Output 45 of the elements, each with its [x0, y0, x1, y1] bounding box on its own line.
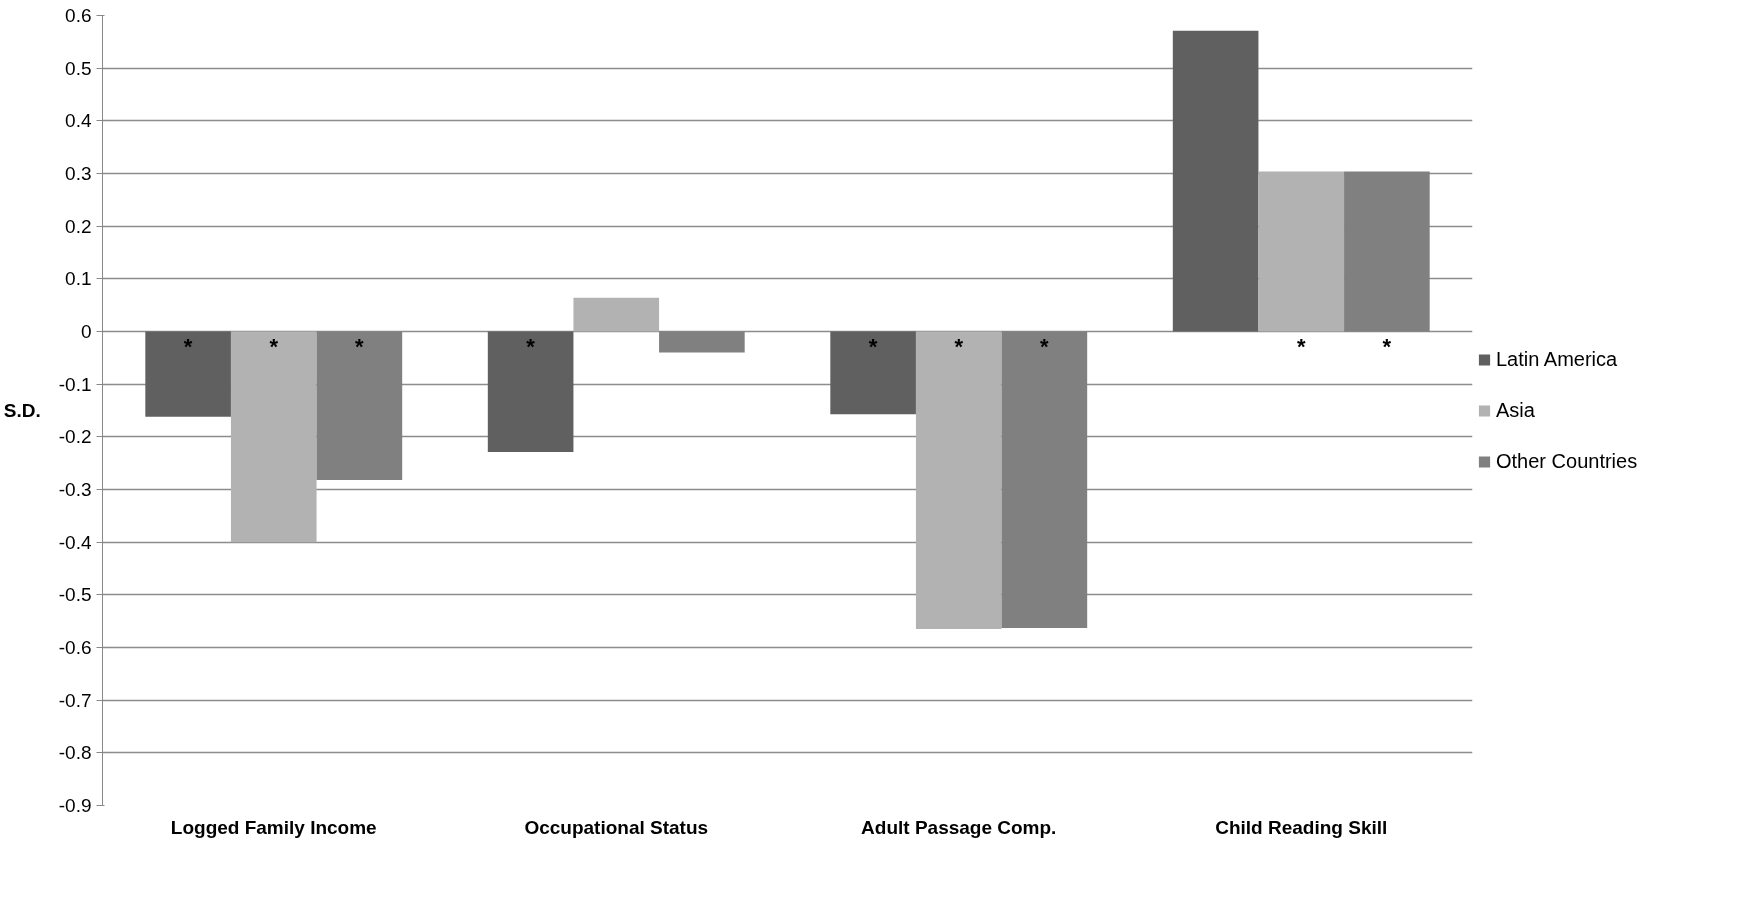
data-label: * — [954, 333, 964, 359]
data-label: * — [355, 333, 365, 359]
y-tick-label: -0.4 — [58, 531, 92, 553]
y-tick-label: -0.8 — [58, 742, 92, 764]
y-tick-label: -0.5 — [58, 584, 92, 606]
y-tick-label: -0.9 — [58, 795, 92, 816]
y-tick-label: -0.3 — [58, 479, 92, 500]
bar — [1172, 30, 1259, 332]
bar — [573, 297, 660, 332]
y-tick-label: -0.1 — [58, 373, 92, 395]
x-tick-label: Occupational Status — [524, 816, 709, 838]
y-tick-label: 0.6 — [65, 5, 92, 26]
legend-label: Latin America — [1496, 347, 1618, 371]
y-axis-title: S.D. — [3, 400, 41, 421]
y-tick-label: -0.7 — [58, 689, 92, 711]
y-tick-label: 0.1 — [65, 268, 92, 290]
y-tick-label: 0 — [80, 321, 92, 342]
y-tick-label: 0.3 — [65, 163, 92, 184]
x-tick-label: Child Reading Skill — [1215, 816, 1388, 838]
bar — [1001, 331, 1088, 629]
data-label: * — [868, 333, 878, 359]
data-label: * — [269, 333, 279, 359]
bar — [1258, 171, 1345, 332]
bar — [487, 331, 574, 453]
legend-label: Other Countries — [1496, 449, 1638, 473]
y-tick-label: 0.4 — [65, 110, 92, 132]
data-label: * — [1040, 333, 1050, 359]
bar — [230, 331, 317, 543]
y-tick-label: 0.5 — [65, 57, 92, 79]
x-tick-label: Adult Passage Comp. — [861, 816, 1057, 838]
bar — [915, 331, 1002, 630]
bar — [659, 331, 745, 353]
bar — [316, 331, 403, 481]
data-label: * — [1382, 333, 1392, 359]
data-label: * — [526, 333, 536, 359]
data-label: * — [183, 333, 193, 359]
y-tick-label: -0.2 — [58, 426, 92, 448]
y-tick-label: 0.2 — [65, 215, 92, 237]
bar — [830, 331, 916, 415]
data-label: * — [1296, 333, 1306, 359]
legend-label: Asia — [1496, 398, 1535, 422]
x-tick-label: Logged Family Income — [170, 816, 377, 838]
bar — [145, 331, 231, 417]
bar — [1344, 171, 1430, 332]
y-tick-label: -0.6 — [58, 637, 92, 658]
